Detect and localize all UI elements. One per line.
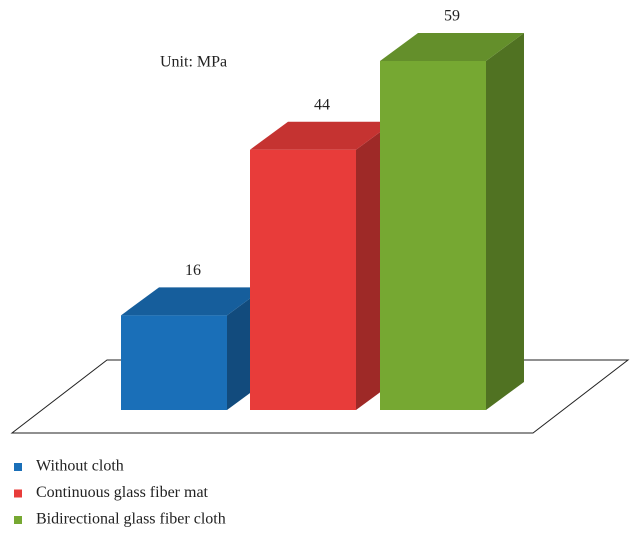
bar-top <box>380 33 524 61</box>
bar <box>380 61 486 410</box>
data-label: 44 <box>314 96 330 113</box>
legend-swatch <box>14 489 22 498</box>
bar-top <box>250 121 394 150</box>
bar <box>121 315 227 410</box>
bar-top <box>121 287 265 316</box>
legend-label: Continuous glass fiber mat <box>36 484 209 501</box>
data-label: 16 <box>185 262 201 279</box>
data-label: 59 <box>444 8 460 25</box>
bar <box>250 149 356 410</box>
legend-swatch <box>14 516 22 524</box>
bar-side <box>486 33 524 410</box>
legend-swatch <box>14 463 22 471</box>
legend-label: Bidirectional glass fiber cloth <box>36 511 226 528</box>
legend-label: Without cloth <box>36 458 124 475</box>
annotation: Unit: MPa <box>160 54 227 71</box>
